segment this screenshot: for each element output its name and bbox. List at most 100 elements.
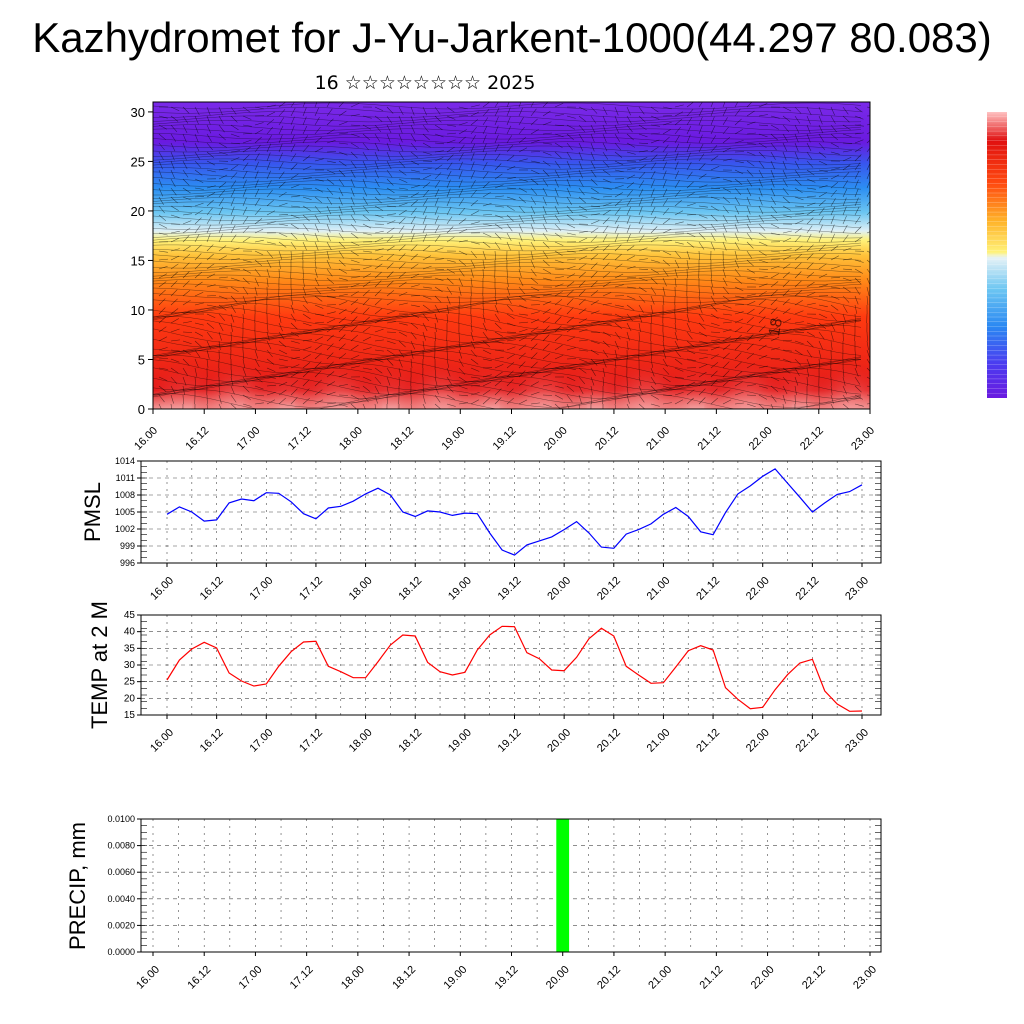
wind-barb [626,276,637,279]
wind-barb [602,340,610,348]
wind-barb [854,206,860,216]
wind-barb [566,403,570,409]
wind-barb [818,284,828,288]
wind-barb [602,202,612,207]
wind-barb [710,277,713,287]
wind-barb [782,263,791,270]
wind-barb [806,106,812,116]
wind-barb [446,286,453,295]
wind-barb [158,160,163,170]
wind-barb [410,124,416,134]
wind-barb [386,115,393,124]
wind-barb [842,385,847,395]
wind-barb [770,326,779,333]
wind-barb [362,115,372,119]
wind-barb [722,178,732,182]
x-tick-label: 16.12 [183,425,211,453]
wind-barb [794,245,803,252]
wind-barb [578,308,587,315]
wind-barb [254,394,265,397]
isoline [153,371,862,391]
wind-barb [434,172,442,180]
wind-barb [638,180,645,189]
y-tick-label: 5 [138,352,145,367]
wind-barb [602,115,607,125]
wind-barb [506,205,515,211]
isoline [153,223,862,230]
wind-barb [350,385,360,389]
wind-barb [806,217,814,225]
wind-barb [530,402,540,405]
wind-barb [338,214,343,224]
wind-barb [674,199,682,207]
wind-barb [362,316,370,324]
wind-barb [314,313,324,316]
wind-barb [518,268,522,278]
wind-barb [434,180,441,189]
wind-barb [374,151,379,161]
wind-barb [362,196,368,205]
wind-barb [434,106,441,115]
wind-barb [446,268,455,274]
isoline [153,236,862,243]
wind-barb [722,117,728,126]
wind-barb [662,240,672,243]
wind-barb [350,291,359,297]
wind-barb [410,340,416,350]
wind-barb [350,196,355,206]
wind-barb [254,402,264,405]
wind-barb [722,214,728,223]
wind-barb [302,354,311,360]
wind-barb [770,376,780,382]
y-tick-label: 25 [124,677,136,688]
wind-barb [698,322,706,330]
wind-barb [794,115,801,124]
wind-barb [182,178,190,186]
wind-barb [290,173,299,180]
x-tick-label: 22.12 [794,727,822,755]
wind-barb [458,376,467,383]
wind-barb [614,115,619,125]
wind-barb [314,268,318,278]
wind-barb [494,295,498,305]
wind-barb [254,144,261,153]
wind-barb [746,343,754,351]
wind-barb [278,241,287,248]
wind-barb [746,316,754,324]
wind-barb [590,227,599,234]
wind-barb [266,322,269,332]
wind-barb [770,169,775,179]
wind-barb [350,160,357,169]
wind-barb [302,322,312,327]
wind-barb [650,295,655,305]
wind-barb [470,349,477,358]
wind-barb [218,182,227,189]
x-tick-label: 16.00 [134,964,162,992]
wind-barb [290,214,300,219]
wind-barb [386,290,395,297]
wind-barb [242,358,245,368]
wind-barb [758,124,769,127]
wind-barb [242,376,249,385]
wind-barb [566,273,576,279]
wind-barb [266,199,274,207]
wind-barb [158,376,168,381]
wind-barb [686,331,693,340]
wind-barb [494,232,502,240]
wind-barb [494,125,499,135]
wind-barb [806,202,816,207]
wind-barb [866,376,870,380]
wind-barb [458,208,466,216]
wind-barb [170,308,179,315]
wind-barb [710,313,719,320]
wind-barb [350,151,358,159]
wind-barb [698,397,706,405]
wind-barb [470,268,474,278]
x-tick-label: 16.00 [132,425,160,453]
wind-barb [554,241,564,246]
wind-barb [326,151,337,153]
wind-barb [158,232,168,236]
wind-barb [542,132,552,135]
wind-barb [770,347,780,351]
